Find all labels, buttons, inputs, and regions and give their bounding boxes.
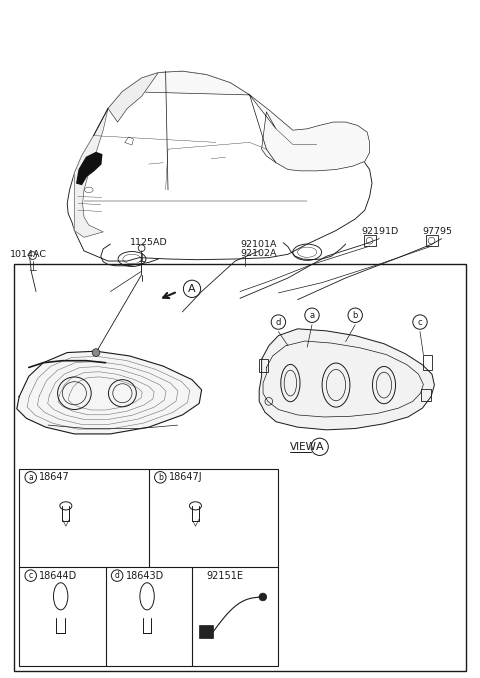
Text: 97795: 97795 [422,227,452,237]
Text: A: A [188,284,196,294]
Bar [426,235,438,246]
Bar [423,355,432,370]
Text: 1014AC: 1014AC [10,250,47,259]
Text: b: b [158,473,163,482]
Bar [199,624,214,638]
Text: d: d [276,317,281,327]
Text: VIEW: VIEW [290,443,317,452]
Text: a: a [28,473,33,482]
Bar [259,359,268,372]
Text: c: c [418,317,422,327]
Text: 18644D: 18644D [39,571,78,580]
Polygon shape [122,71,370,171]
Text: d: d [115,571,120,580]
Text: 92102A: 92102A [240,249,276,258]
Text: 18647: 18647 [39,473,70,482]
Text: a: a [310,311,314,320]
Text: 18643D: 18643D [126,571,164,580]
Text: c: c [29,571,33,580]
Polygon shape [108,73,158,122]
Text: 92151E: 92151E [206,571,243,580]
Text: 92101A: 92101A [240,240,276,250]
Text: 1125AD: 1125AD [130,237,168,247]
Bar [14,264,466,671]
Polygon shape [67,71,372,261]
Text: b: b [352,311,358,320]
Bar [364,235,376,246]
Text: A: A [316,442,324,452]
Polygon shape [77,153,102,184]
Polygon shape [74,108,108,237]
Bar [19,469,278,666]
Polygon shape [259,329,434,430]
Circle shape [259,593,267,601]
Circle shape [92,348,100,357]
Text: 92191D: 92191D [361,227,399,237]
Polygon shape [17,351,202,434]
Text: 18647J: 18647J [169,473,203,482]
Bar [421,389,431,401]
